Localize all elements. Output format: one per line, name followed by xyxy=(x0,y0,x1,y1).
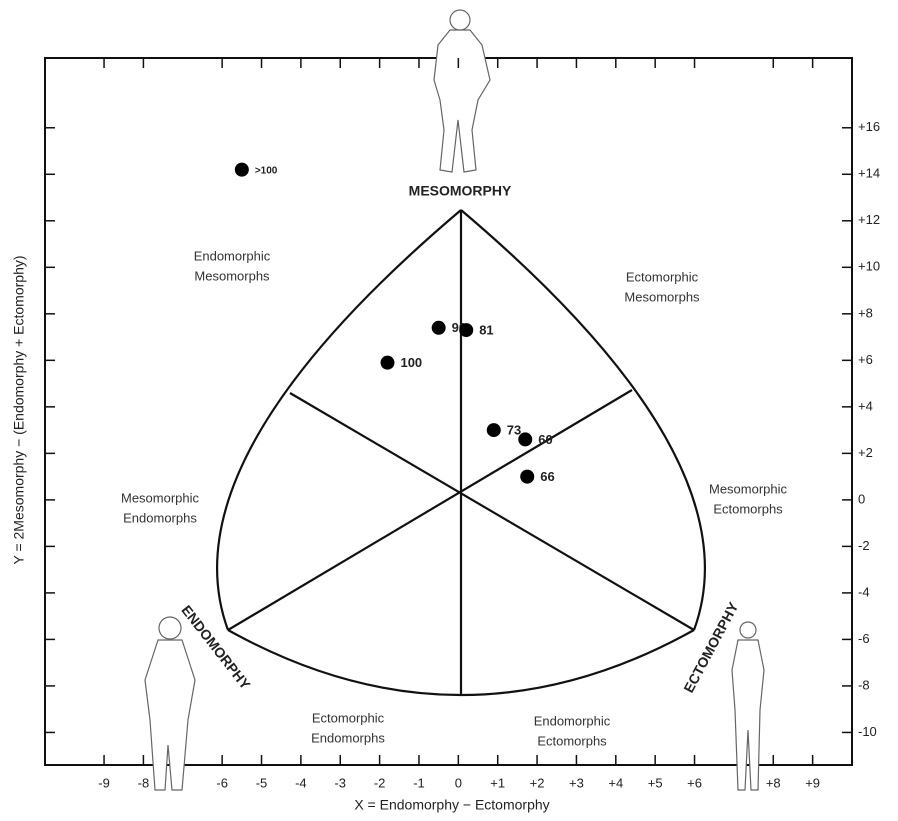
arc xyxy=(216,209,462,631)
x-tick-label: -3 xyxy=(334,775,346,790)
y-tick-label: 0 xyxy=(858,491,865,506)
x-tick-label: 0 xyxy=(455,775,462,790)
ectomorph-figure xyxy=(731,621,765,791)
arc xyxy=(460,209,706,631)
y-tick-label: +14 xyxy=(858,166,880,181)
y-tick-label: +12 xyxy=(858,212,880,227)
data-point xyxy=(459,323,474,338)
x-tick-label: +3 xyxy=(569,775,584,790)
y-tick-label: -8 xyxy=(858,677,870,692)
y-tick-label: +6 xyxy=(858,352,873,367)
y-tick-label: -6 xyxy=(858,631,870,646)
y-axis-title: Y = 2Mesomorphy − (Endomorphy + Ectomorp… xyxy=(11,255,27,564)
region-label: Endomorphic xyxy=(194,248,271,263)
data-point xyxy=(486,423,501,438)
point-label: 81 xyxy=(479,323,493,338)
x-tick-label: +9 xyxy=(805,775,820,790)
region-label: Endomorphic xyxy=(534,713,611,728)
point-label: 100 xyxy=(400,355,422,370)
x-tick-label: +8 xyxy=(766,775,781,790)
point-label: 73 xyxy=(507,423,521,438)
y-tick-label: -4 xyxy=(858,584,870,599)
y-tick-label: -10 xyxy=(858,724,877,739)
divider xyxy=(289,392,695,631)
somatochart-outline xyxy=(216,209,706,696)
y-tick-label: +2 xyxy=(858,445,873,460)
point-label: >100 xyxy=(255,165,278,176)
x-tick-label: +1 xyxy=(490,775,505,790)
y-tick-label: +4 xyxy=(858,398,873,413)
x-tick-label: +4 xyxy=(608,775,623,790)
x-tick-label: +5 xyxy=(648,775,663,790)
y-tick-label: +10 xyxy=(858,259,880,274)
region-label: Mesomorphic xyxy=(709,481,788,496)
point-label: 66 xyxy=(540,469,554,484)
x-tick-label: -5 xyxy=(256,775,268,790)
region-label: Ectomorphs xyxy=(713,501,783,516)
data-point xyxy=(518,432,533,447)
x-tick-label: +2 xyxy=(530,775,545,790)
y-tick-label: +8 xyxy=(858,305,873,320)
region-label: Ectomorphic xyxy=(626,269,699,284)
x-tick-label: -2 xyxy=(374,775,386,790)
region-label: Mesomorphic xyxy=(121,490,200,505)
data-point xyxy=(380,355,395,370)
x-tick-label: -8 xyxy=(138,775,150,790)
x-tick-label: -1 xyxy=(413,775,425,790)
region-label: Mesomorphs xyxy=(194,268,270,283)
region-label: Endomorphs xyxy=(123,510,197,525)
data-point xyxy=(234,162,249,177)
region-labels: Endomorphic Mesomorphs Ectomorphic Mesom… xyxy=(121,248,788,748)
divider xyxy=(227,389,633,631)
point-label: 60 xyxy=(538,432,552,447)
data-point xyxy=(431,320,446,335)
data-point xyxy=(520,469,535,484)
mesomorph-figure xyxy=(433,9,491,173)
endomorph-figure xyxy=(144,616,196,791)
region-label: Ectomorphic xyxy=(312,710,385,725)
y-tick-label: +16 xyxy=(858,119,880,134)
vertex-label: MESOMORPHY xyxy=(409,183,512,199)
x-tick-label: -4 xyxy=(295,775,307,790)
y-tick-label: -2 xyxy=(858,538,870,553)
region-label: Endomorphs xyxy=(311,730,385,745)
region-label: Mesomorphs xyxy=(624,289,700,304)
region-label: Ectomorphs xyxy=(537,733,607,748)
x-axis-title: X = Endomorphy − Ectomorphy xyxy=(354,797,549,813)
x-tick-label: +6 xyxy=(687,775,702,790)
x-tick-label: -6 xyxy=(216,775,228,790)
x-tick-label: -9 xyxy=(98,775,110,790)
